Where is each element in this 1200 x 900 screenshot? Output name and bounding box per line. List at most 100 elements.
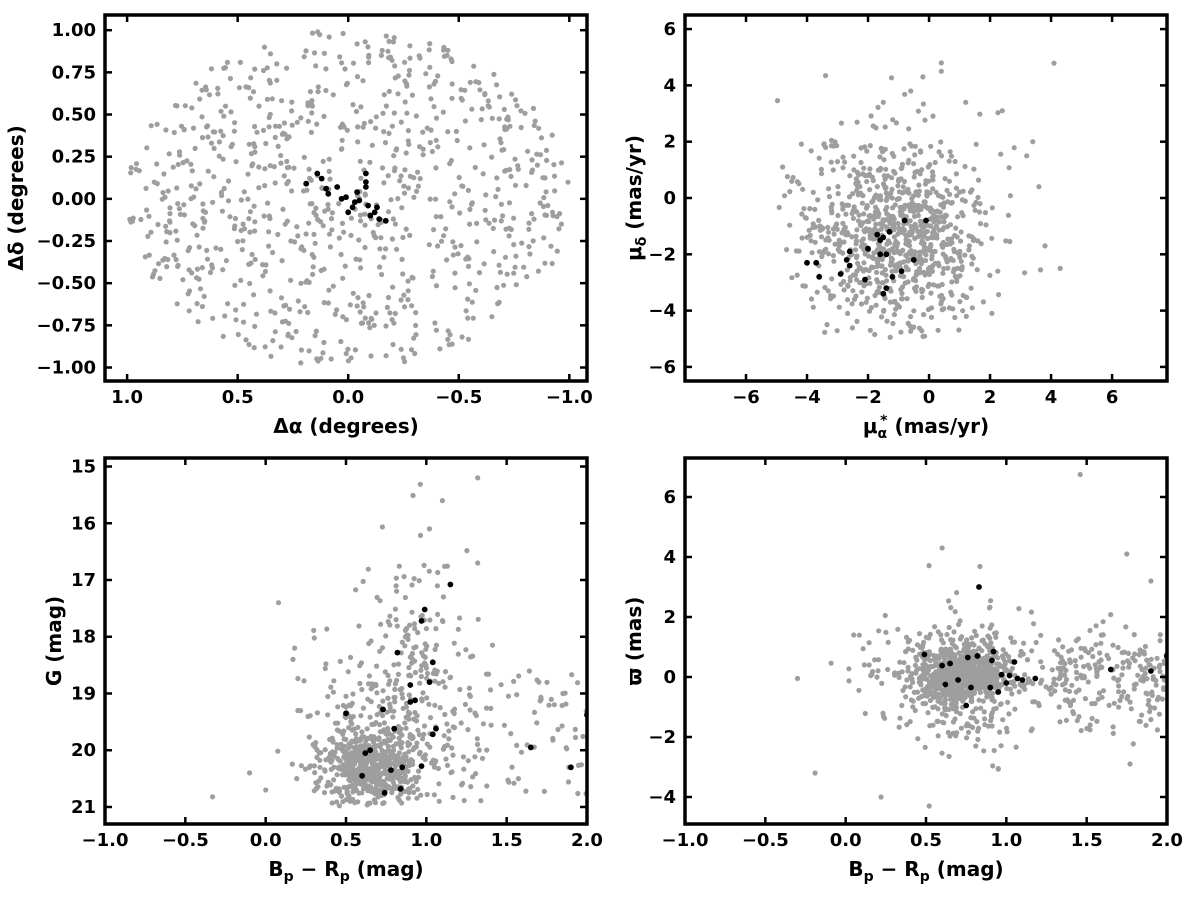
- field-star-point: [958, 229, 964, 235]
- field-star-point: [889, 268, 895, 274]
- field-star-point: [880, 181, 887, 187]
- field-star-point: [875, 104, 881, 110]
- field-star-point: [787, 222, 793, 228]
- field-star-point: [972, 628, 978, 634]
- member-star-point: [1148, 668, 1154, 674]
- field-star-point: [275, 600, 282, 606]
- field-star-point: [910, 698, 916, 704]
- field-star-point: [1147, 662, 1153, 668]
- field-star-point: [858, 301, 865, 307]
- field-star-point: [951, 266, 957, 272]
- field-star-point: [504, 271, 510, 277]
- field-star-point: [919, 237, 925, 244]
- field-star-point: [866, 640, 872, 646]
- field-star-point: [510, 215, 517, 221]
- field-star-point: [357, 680, 363, 687]
- field-star-point: [513, 282, 519, 288]
- field-star-point: [432, 646, 438, 653]
- field-star-point: [957, 299, 963, 305]
- x-tick-label: 0.0: [250, 830, 282, 851]
- field-star-point: [262, 183, 268, 189]
- field-star-point: [196, 276, 202, 282]
- field-star-point: [982, 722, 988, 728]
- field-star-point: [872, 292, 878, 299]
- field-star-point: [906, 203, 912, 210]
- field-star-point: [508, 731, 514, 737]
- field-star-point: [931, 673, 937, 679]
- field-star-point: [1154, 727, 1160, 733]
- field-star-point: [424, 670, 431, 677]
- field-star-point: [960, 667, 966, 673]
- field-star-point: [268, 308, 274, 314]
- field-star-point: [943, 713, 949, 719]
- field-star-point: [343, 756, 349, 762]
- field-star-point: [459, 97, 465, 103]
- field-star-point: [386, 55, 392, 61]
- field-star-point: [971, 715, 977, 721]
- member-star-point: [955, 677, 961, 683]
- field-star-point: [415, 786, 421, 792]
- field-star-point: [321, 300, 327, 306]
- field-star-point: [419, 612, 425, 619]
- field-star-point: [1140, 649, 1146, 655]
- field-star-point: [908, 314, 914, 320]
- field-star-point: [275, 231, 281, 238]
- field-star-point: [400, 695, 406, 701]
- field-star-point: [799, 235, 805, 241]
- field-star-point: [1057, 719, 1063, 725]
- field-star-point: [928, 235, 934, 241]
- field-star-point: [1057, 265, 1063, 271]
- member-star-point: [910, 257, 917, 263]
- field-star-point: [1029, 648, 1035, 654]
- y-tick-label: 4: [663, 75, 676, 96]
- y-tick-label: 0.00: [52, 189, 96, 210]
- field-star-point: [960, 292, 966, 299]
- field-star-point: [810, 189, 816, 195]
- field-star-point: [224, 59, 230, 65]
- field-star-point: [398, 297, 404, 303]
- field-star-point: [421, 731, 427, 738]
- field-star-point: [346, 793, 352, 799]
- field-star-point: [1035, 700, 1041, 707]
- field-star-point: [339, 137, 345, 143]
- field-star-point: [402, 773, 408, 779]
- field-star-point: [262, 268, 268, 275]
- field-star-point: [391, 694, 397, 701]
- field-star-point: [472, 754, 478, 760]
- field-star-point: [529, 157, 535, 163]
- field-star-point: [497, 136, 503, 142]
- member-star-point: [846, 262, 853, 269]
- field-star-point: [1145, 702, 1151, 708]
- field-star-point: [383, 353, 389, 359]
- field-star-point: [415, 774, 422, 781]
- field-star-point: [544, 679, 550, 685]
- field-star-point: [442, 669, 449, 675]
- field-star-point: [194, 301, 200, 307]
- field-star-point: [227, 75, 233, 82]
- field-star-point: [1093, 623, 1099, 629]
- field-star-point: [328, 684, 334, 690]
- field-star-point: [303, 279, 309, 285]
- field-star-point: [921, 233, 927, 239]
- field-star-point: [420, 736, 426, 742]
- field-star-point: [1055, 665, 1061, 671]
- field-star-point: [442, 711, 448, 718]
- field-star-point: [1073, 638, 1079, 644]
- field-star-point: [879, 270, 885, 276]
- field-star-point: [840, 165, 846, 171]
- field-star-point: [834, 159, 841, 165]
- field-star-point: [194, 266, 200, 272]
- field-star-point: [335, 704, 341, 710]
- field-star-point: [247, 229, 253, 235]
- field-star-point: [1094, 718, 1100, 724]
- field-star-point: [430, 670, 436, 677]
- x-tick-label: 1.0: [111, 387, 143, 408]
- field-star-point: [918, 694, 925, 700]
- field-star-point: [396, 797, 402, 803]
- field-star-point: [383, 740, 389, 746]
- field-star-point: [1092, 662, 1098, 668]
- field-star-point: [860, 268, 867, 274]
- field-star-point: [405, 297, 411, 303]
- field-star-point: [925, 710, 931, 716]
- field-star-point: [904, 296, 910, 302]
